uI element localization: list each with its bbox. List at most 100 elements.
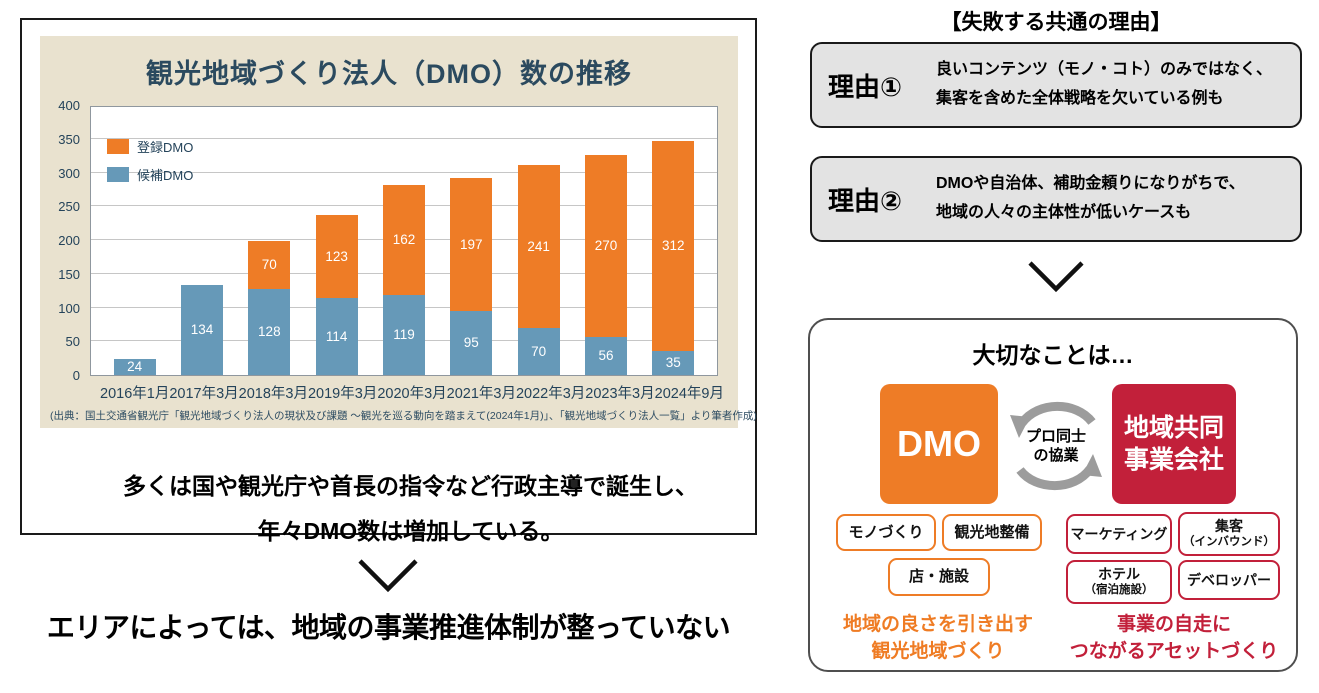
stacked-bar: 95 197 [450,177,493,375]
collaboration-cycle: プロ同士 の協業 [1000,394,1112,498]
legend-label: 登録DMO [137,140,194,155]
stacked-bar: 114 123 [315,215,358,375]
bar-value-label: 56 [598,348,614,364]
stacked-bar: 24 [113,358,156,375]
x-tick-label: 2019年3月 [307,386,378,402]
bar-segment-登録DMO: 270 [584,154,627,338]
bar-segment-候補DMO: 95 [450,310,493,375]
bar-segment-候補DMO: 24 [113,358,156,375]
company-caption-line2: つながるアセットづくり [1069,640,1279,662]
bar-segment-候補DMO: 134 [180,284,223,375]
x-tick-label: 2020年3月 [377,386,447,402]
reason-1-line2: 集客を含めた全体戦略を欠いている例も [936,90,1224,107]
chip-monozukuri: モノづくり [836,514,936,551]
bar-value-label: 95 [463,335,479,351]
regional-company-box: 地域共同 事業会社 [1112,384,1236,504]
dmo-caption: 地域の良さを引き出す 観光地域づくり [816,612,1060,665]
collab-line1: プロ同士 [1025,427,1086,445]
bar-segment-候補DMO: 114 [315,298,358,375]
x-tick-label: 2024年9月 [654,386,724,402]
stacked-bar: 119 162 [382,185,425,375]
stacked-bar: 35 312 [652,140,695,375]
legend-swatch-icon [107,167,129,182]
y-tick-label: 150 [58,266,80,282]
bar-value-label: 35 [665,355,681,371]
x-tick-label: 2023年3月 [585,386,655,402]
bar-segment-登録DMO: 197 [450,177,493,311]
chip-mise-shisetsu: 店・施設 [888,558,990,596]
bar-value-label: 70 [531,343,547,359]
reason-2-label: 理由② [828,185,903,216]
y-tick-label: 100 [58,300,80,316]
stacked-bar: 70 241 [517,165,560,375]
important-box: 大切なことは… DMO プロ同士 の協業 地域共同 事業会社 モノづくり 観光地… [808,318,1298,672]
chart-title: 観光地域づくり法人（DMO）数の推移 [146,59,632,89]
bar-segment-登録DMO: 162 [382,185,425,295]
dmo-box: DMO [880,384,998,504]
x-axis-labels: 2016年1月 2017年3月 2018年3月 2019年3月 2020年3月 2021年… [90,382,724,403]
bar-column: 24 [101,107,168,375]
bar-value-label: 123 [325,248,348,264]
legend-swatch-icon [107,139,129,154]
x-tick-label: 2016年1月 [100,386,170,402]
down-chevron-icon [1026,258,1086,301]
stacked-bar: 56 270 [584,154,627,375]
x-tick-label: 2022年3月 [515,386,586,402]
legend-label: 候補DMO [137,168,194,183]
bar-value-label: 24 [127,359,143,375]
bar-segment-登録DMO: 70 [248,241,291,289]
stacked-bar: 134 [180,284,223,375]
bar-value-label: 312 [662,238,685,254]
bar-value-label: 197 [460,236,483,252]
chart-caption-line1: 多くは国や観光庁や首長の指令など行政主導で誕生し、 [123,473,698,499]
dmo-chart-card: 観光地域づくり法人（DMO）数の推移 0 50 100 150 200 250 300 350… [40,36,757,428]
y-tick-label: 0 [72,368,80,383]
bar-column: 56 270 [572,107,639,375]
reason-box-2: 理由② DMOや自治体、補助金頼りになりがちで、 地域の人々の主体性が低いケース… [810,156,1302,242]
chip-kankochi-seibi: 観光地整備 [942,514,1042,551]
reason-box-1: 理由① 良いコンテンツ（モノ・コト）のみではなく、 集客を含めた全体戦略を欠いて… [810,42,1302,128]
plot-area: 登録DMO 候補DMO 24 134 128 70 114 123 119 162 95 197 70… [90,106,718,376]
reason-1-label: 理由① [828,71,903,102]
y-axis-labels: 0 50 100 150 200 250 300 350 400 [44,99,86,382]
company-caption-line1: 事業の自走に [1116,614,1231,635]
dmo-caption-line2: 観光地域づくり [871,640,1005,662]
y-tick-label: 400 [58,98,80,113]
x-tick-label: 2021年3月 [446,386,516,402]
bar-segment-候補DMO: 119 [382,294,425,375]
company-line1: 地域共同 [1123,413,1224,442]
company-caption: 事業の自走に つながるアセットづくり [1054,612,1294,665]
dmo-caption-line1: 地域の良さを引き出す [842,614,1033,635]
chip-developer: デベロッパー [1178,560,1280,600]
bar-value-label: 134 [190,322,214,338]
cycle-arrows-icon [1010,401,1102,491]
conclusion-text: エリアによっては、地域の事業推進体制が整っていない [46,612,731,643]
bar-segment-候補DMO: 128 [248,288,291,375]
failure-reasons-header: 【失敗する共通の理由】 [940,11,1172,34]
bar-value-label: 114 [325,328,348,344]
y-tick-label: 350 [58,131,80,147]
reason-1-line1: 良いコンテンツ（モノ・コト）のみではなく、 [936,61,1273,79]
company-line2: 事業会社 [1123,446,1224,474]
y-tick-label: 50 [65,334,80,350]
bar-value-label: 162 [392,232,416,248]
important-title: 大切なことは… [972,342,1134,368]
x-tick-label: 2018年3月 [238,386,308,402]
collab-label: プロ同士 の協業 [1000,394,1112,498]
bar-segment-候補DMO: 70 [517,327,560,375]
bar-value-label: 70 [261,257,277,273]
legend-entry: 候補DMO [107,165,193,184]
reason-2-text: DMOや自治体、補助金頼りになりがちで、 地域の人々の主体性が低いケースも [936,170,1245,228]
bar-column: 119 162 [370,107,437,375]
bar-value-label: 128 [258,324,281,340]
x-tick-label: 2017年3月 [169,386,239,402]
bar-column: 134 [168,107,235,375]
chart-caption-line2: 年々DMO数は増加している。 [257,517,564,544]
bar-segment-登録DMO: 312 [652,140,695,352]
stacked-bar: 128 70 [248,241,291,375]
bar-column: 35 312 [640,107,707,375]
bar-segment-候補DMO: 56 [584,337,627,375]
chip-shukyaku: 集客 （インバウンド） [1178,512,1280,556]
bar-value-label: 119 [393,327,415,343]
